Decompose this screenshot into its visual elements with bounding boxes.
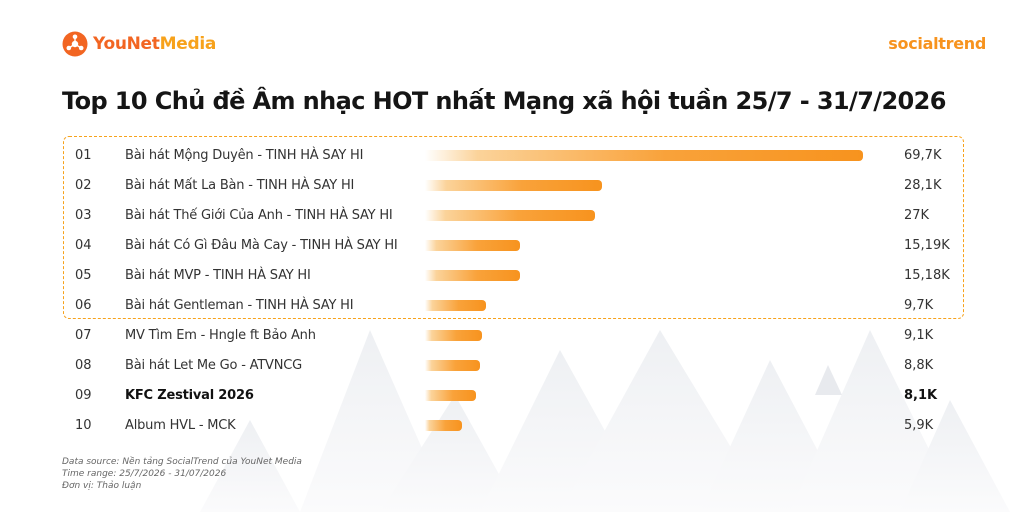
younet-logo-text: YouNetMedia [93, 30, 216, 58]
bar [425, 330, 483, 341]
chart-title: Top 10 Chủ đề Âm nhạc HOT nhất Mạng xã h… [62, 87, 946, 115]
bar-row: 02 Bài hát Mất La Bàn - TINH HÀ SAY HI 28,… [0, 171, 1024, 201]
value-label: 15,18K [904, 268, 950, 283]
bar [425, 300, 486, 311]
rank-label: 07 [75, 328, 92, 343]
bar-row: 03 Bài hát Thế Giới Của Anh - TINH HÀ SAY… [0, 201, 1024, 231]
bar-row: 01 Bài hát Mộng Duyên - TINH HÀ SAY HI 69,… [0, 141, 1024, 171]
bar-row: 08 Bài hát Let Me Go - ATVNCG 8,8K [0, 351, 1024, 381]
younet-media-logo: YouNetMedia [62, 30, 216, 58]
bar [425, 270, 521, 281]
bar [425, 210, 595, 221]
rank-label: 02 [75, 178, 92, 193]
value-label: 8,8K [904, 358, 934, 373]
bar-row: 09 KFC Zestival 2026 8,1K [0, 381, 1024, 411]
unit: Đơn vị: Thảo luận [62, 481, 142, 491]
younet-logo-part2: Media [159, 34, 217, 54]
rank-label: 10 [75, 418, 92, 433]
bar [425, 180, 602, 191]
footer: Data source: Nền tảng SocialTrend của Yo… [62, 456, 302, 492]
bar [425, 420, 463, 431]
time-range: Time range: 25/7/2026 - 31/07/2026 [62, 469, 227, 479]
value-label: 69,7K [904, 148, 942, 163]
bar-row: 10 Album HVL - MCK 5,9K [0, 411, 1024, 441]
value-label: 8,1K [904, 388, 938, 403]
bar-row: 04 Bài hát Có Gì Đâu Mà Cay - TINH HÀ SAY… [0, 231, 1024, 261]
bar-row: 07 MV Tìm Em - Hngle ft Bảo Anh 9,1K [0, 321, 1024, 351]
data-source: Data source: Nền tảng SocialTrend của Yo… [62, 457, 302, 467]
rank-label: 04 [75, 238, 92, 253]
value-label: 27K [904, 208, 930, 223]
category-label: Bài hát Mất La Bàn - TINH HÀ SAY HI [125, 178, 355, 193]
younet-logo-part1: YouNet [93, 34, 160, 54]
younet-logo-icon [62, 31, 88, 57]
bar [425, 360, 481, 371]
bar-row: 05 Bài hát MVP - TINH HÀ SAY HI 15,18K [0, 261, 1024, 291]
category-label: Bài hát Gentleman - TINH HÀ SAY HI [125, 298, 354, 313]
value-label: 5,9K [904, 418, 934, 433]
category-label: Bài hát Có Gì Đâu Mà Cay - TINH HÀ SAY H… [125, 238, 398, 253]
highlight-box [63, 136, 964, 319]
bar-row: 06 Bài hát Gentleman - TINH HÀ SAY HI 9,7K [0, 291, 1024, 321]
rank-label: 08 [75, 358, 92, 373]
category-label: Bài hát Thế Giới Của Anh - TINH HÀ SAY H… [125, 208, 393, 223]
bar [425, 390, 476, 401]
category-label: Bài hát Let Me Go - ATVNCG [125, 358, 303, 373]
category-label: MV Tìm Em - Hngle ft Bảo Anh [125, 328, 316, 343]
bar [425, 240, 521, 251]
rank-label: 09 [75, 388, 92, 403]
socialtrend-logo: socialtrend [888, 34, 986, 53]
bar [425, 150, 863, 161]
header: YouNetMedia socialtrend [62, 30, 986, 60]
rank-label: 03 [75, 208, 92, 223]
category-label: Album HVL - MCK [125, 418, 236, 433]
category-label: Bài hát Mộng Duyên - TINH HÀ SAY HI [125, 148, 364, 163]
value-label: 15,19K [904, 238, 950, 253]
category-label: KFC Zestival 2026 [125, 388, 254, 403]
rank-label: 06 [75, 298, 92, 313]
category-label: Bài hát MVP - TINH HÀ SAY HI [125, 268, 311, 283]
value-label: 28,1K [904, 178, 942, 193]
rank-label: 05 [75, 268, 92, 283]
value-label: 9,7K [904, 298, 934, 313]
rank-label: 01 [75, 148, 92, 163]
value-label: 9,1K [904, 328, 934, 343]
